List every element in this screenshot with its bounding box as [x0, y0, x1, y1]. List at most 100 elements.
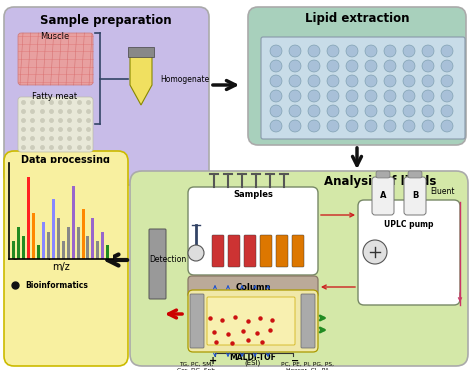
Circle shape: [188, 245, 204, 261]
FancyBboxPatch shape: [4, 151, 128, 366]
Text: +: +: [209, 356, 217, 366]
Circle shape: [346, 105, 358, 117]
Bar: [37, 245, 40, 259]
Circle shape: [422, 105, 434, 117]
FancyBboxPatch shape: [212, 235, 224, 267]
Text: Samples: Samples: [233, 190, 273, 199]
FancyBboxPatch shape: [260, 235, 272, 267]
Circle shape: [403, 120, 415, 132]
FancyBboxPatch shape: [261, 37, 465, 139]
Circle shape: [384, 60, 396, 72]
FancyBboxPatch shape: [4, 7, 209, 185]
Circle shape: [289, 90, 301, 102]
Bar: [12, 240, 15, 259]
Circle shape: [289, 75, 301, 87]
FancyBboxPatch shape: [376, 171, 390, 178]
FancyBboxPatch shape: [18, 33, 93, 85]
Circle shape: [384, 120, 396, 132]
FancyBboxPatch shape: [301, 294, 315, 348]
Text: Column: Column: [235, 283, 271, 292]
Circle shape: [327, 105, 339, 117]
Text: Detection: Detection: [149, 256, 187, 265]
Circle shape: [327, 120, 339, 132]
Bar: [67, 227, 70, 259]
Bar: [91, 218, 94, 259]
Bar: [17, 227, 20, 259]
Bar: [82, 209, 84, 259]
Bar: [47, 232, 50, 259]
Circle shape: [270, 45, 282, 57]
FancyBboxPatch shape: [248, 7, 466, 145]
Text: Muscle: Muscle: [40, 32, 70, 41]
Bar: [22, 236, 25, 259]
Text: TG, PC, SM,
Cer, DG, Sph: TG, PC, SM, Cer, DG, Sph: [177, 362, 215, 370]
Circle shape: [308, 60, 320, 72]
Circle shape: [327, 60, 339, 72]
Circle shape: [384, 105, 396, 117]
Circle shape: [289, 105, 301, 117]
Bar: [32, 213, 35, 259]
FancyBboxPatch shape: [358, 200, 460, 305]
Circle shape: [441, 45, 453, 57]
Bar: [27, 176, 30, 259]
Circle shape: [363, 240, 387, 264]
Circle shape: [270, 60, 282, 72]
Circle shape: [403, 90, 415, 102]
Circle shape: [365, 45, 377, 57]
Circle shape: [308, 75, 320, 87]
Circle shape: [308, 90, 320, 102]
Bar: [101, 232, 104, 259]
Text: PC, PE, PI, PG, PS,
Hexcer, CL, PA: PC, PE, PI, PG, PS, Hexcer, CL, PA: [282, 362, 335, 370]
Circle shape: [384, 75, 396, 87]
Circle shape: [422, 60, 434, 72]
Polygon shape: [128, 47, 154, 57]
Circle shape: [270, 105, 282, 117]
Circle shape: [308, 105, 320, 117]
Circle shape: [384, 45, 396, 57]
Circle shape: [365, 120, 377, 132]
Circle shape: [327, 45, 339, 57]
Circle shape: [403, 105, 415, 117]
Circle shape: [270, 75, 282, 87]
Text: MALDI-TOF: MALDI-TOF: [229, 353, 276, 362]
Circle shape: [403, 60, 415, 72]
Circle shape: [441, 105, 453, 117]
Text: Lipid extraction: Lipid extraction: [305, 12, 409, 25]
Text: Fatty meat: Fatty meat: [32, 92, 78, 101]
FancyBboxPatch shape: [188, 276, 318, 298]
Text: Data processing: Data processing: [21, 155, 110, 165]
Text: −: −: [291, 356, 299, 366]
Text: A: A: [380, 192, 386, 201]
FancyBboxPatch shape: [404, 177, 426, 215]
Circle shape: [441, 60, 453, 72]
FancyBboxPatch shape: [372, 177, 394, 215]
Bar: [42, 222, 45, 259]
Text: UPLC pump: UPLC pump: [384, 220, 434, 229]
FancyBboxPatch shape: [276, 235, 288, 267]
X-axis label: m/z: m/z: [52, 262, 70, 272]
Bar: [106, 245, 109, 259]
Text: Data pretreatment: Data pretreatment: [25, 250, 106, 259]
Circle shape: [365, 90, 377, 102]
Circle shape: [346, 45, 358, 57]
FancyBboxPatch shape: [130, 171, 468, 366]
FancyBboxPatch shape: [149, 229, 166, 299]
Bar: [62, 240, 64, 259]
FancyBboxPatch shape: [188, 187, 318, 275]
FancyBboxPatch shape: [188, 290, 318, 352]
Text: Bioinformatics: Bioinformatics: [25, 280, 88, 289]
Bar: [77, 227, 80, 259]
Text: Homogenate: Homogenate: [160, 74, 209, 84]
Circle shape: [327, 90, 339, 102]
Circle shape: [441, 75, 453, 87]
FancyBboxPatch shape: [292, 235, 304, 267]
Circle shape: [422, 90, 434, 102]
Bar: [52, 199, 55, 259]
Circle shape: [403, 45, 415, 57]
Bar: [86, 236, 90, 259]
Circle shape: [346, 120, 358, 132]
Circle shape: [441, 120, 453, 132]
Circle shape: [289, 120, 301, 132]
Circle shape: [308, 120, 320, 132]
Text: Eluent: Eluent: [430, 186, 455, 195]
